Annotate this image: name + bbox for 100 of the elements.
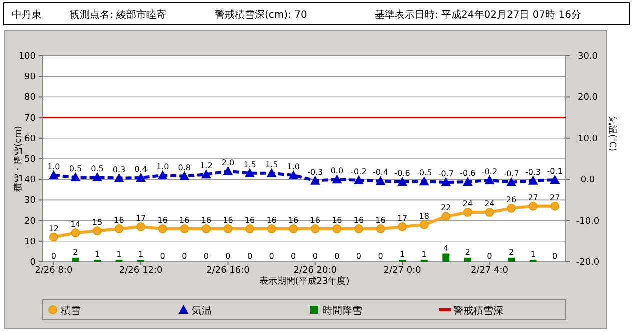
y-tick-label: 80 xyxy=(24,93,36,104)
data-label: -0.6 xyxy=(460,169,476,178)
legend-label: 時間降雪 xyxy=(322,305,362,317)
data-label: 12 xyxy=(48,224,59,234)
data-label: 14 xyxy=(70,220,81,230)
x-tick-label: 2/26 8:0 xyxy=(35,266,73,276)
point xyxy=(550,175,560,184)
y-tick-label: 90 xyxy=(24,72,36,83)
data-label: 1.5 xyxy=(244,160,256,170)
point xyxy=(158,170,168,180)
data-label: 1.2 xyxy=(200,162,213,171)
point xyxy=(224,224,233,234)
y-tick-label: 60 xyxy=(24,134,36,144)
data-label: 16 xyxy=(266,216,277,226)
point xyxy=(201,170,212,179)
data-label: 27 xyxy=(528,193,538,202)
point xyxy=(528,176,538,185)
data-label: 0.0 xyxy=(330,166,344,176)
point xyxy=(550,202,560,211)
bar xyxy=(464,258,472,262)
data-label: 1 xyxy=(94,250,100,259)
bar xyxy=(72,258,80,262)
data-label: 16 xyxy=(180,216,190,226)
data-label: 0.8 xyxy=(178,163,192,172)
data-label: 16 xyxy=(244,216,256,226)
point xyxy=(266,168,277,178)
data-label: 24 xyxy=(462,200,474,209)
data-label: 0 xyxy=(247,252,253,261)
y2-tick-label: 20.0 xyxy=(578,93,598,104)
data-label: 16 xyxy=(201,216,212,226)
point xyxy=(246,224,255,234)
point xyxy=(506,177,517,186)
data-label: 22 xyxy=(441,204,452,213)
data-label: 1.0 xyxy=(48,162,60,172)
data-label: 0 xyxy=(291,252,296,261)
data-label: 0.5 xyxy=(91,164,104,174)
text: 観測点名: 綾部市睦寄 xyxy=(70,9,167,21)
data-label: 0 xyxy=(378,252,384,261)
data-label: 16 xyxy=(288,216,299,226)
point xyxy=(528,202,538,211)
point xyxy=(158,224,168,234)
y2-tick-label: 10.0 xyxy=(578,134,598,144)
point xyxy=(441,177,452,186)
point xyxy=(114,173,124,182)
data-label: -0.7 xyxy=(438,169,454,178)
data-label: 1.5 xyxy=(265,160,278,170)
data-label: 26 xyxy=(506,195,517,204)
data-label: 0 xyxy=(204,252,209,261)
data-label: 1 xyxy=(422,250,427,259)
x-tick-label: 2/27 0:0 xyxy=(384,266,422,276)
point xyxy=(332,224,342,234)
point xyxy=(114,224,124,234)
data-label: 0 xyxy=(356,252,362,261)
data-label: 0 xyxy=(226,252,231,261)
point xyxy=(484,175,495,184)
point xyxy=(202,224,211,234)
y-tick-label: 10 xyxy=(24,237,36,248)
data-label: 4 xyxy=(444,244,449,253)
point xyxy=(92,172,102,182)
point xyxy=(92,226,102,236)
data-label: 0 xyxy=(269,252,274,261)
point xyxy=(354,224,364,234)
point xyxy=(267,224,276,234)
data-label: 2 xyxy=(508,248,514,257)
data-label: 16 xyxy=(376,216,386,226)
point xyxy=(310,224,320,234)
x-tick-label: 2/26 16:0 xyxy=(206,266,250,276)
point xyxy=(463,208,472,218)
point xyxy=(70,172,81,182)
point xyxy=(180,171,190,180)
point xyxy=(332,174,342,184)
data-label: 1 xyxy=(530,250,536,259)
point xyxy=(223,166,234,176)
y2-tick-label: -20.0 xyxy=(576,258,600,268)
point xyxy=(136,222,146,232)
point xyxy=(180,224,190,234)
data-label: 16 xyxy=(332,216,342,226)
y-tick-label: 40 xyxy=(24,176,36,186)
point xyxy=(507,204,516,213)
data-label: 16 xyxy=(158,216,168,226)
point xyxy=(419,176,430,186)
y-tick-label: 20 xyxy=(24,216,36,227)
data-label: 0 xyxy=(334,252,340,261)
data-label: 2 xyxy=(465,248,470,257)
data-label: 0 xyxy=(160,252,166,261)
chart-title: 中丹東 xyxy=(12,9,42,21)
point xyxy=(376,176,386,186)
bar xyxy=(442,254,450,262)
x-tick-label: 2/27 4:0 xyxy=(470,266,509,276)
data-label: 17 xyxy=(397,214,408,223)
data-label: -0.7 xyxy=(504,169,520,178)
data-label: 0 xyxy=(487,252,492,261)
data-label: -0.2 xyxy=(482,167,498,176)
data-label: 0 xyxy=(312,252,318,261)
text: 警戒積雪深(cm): 70 xyxy=(215,9,308,21)
data-label: 0 xyxy=(51,252,56,261)
data-label: 1 xyxy=(138,250,144,259)
point xyxy=(288,170,299,180)
point xyxy=(442,212,451,222)
data-label: 1 xyxy=(116,250,122,259)
